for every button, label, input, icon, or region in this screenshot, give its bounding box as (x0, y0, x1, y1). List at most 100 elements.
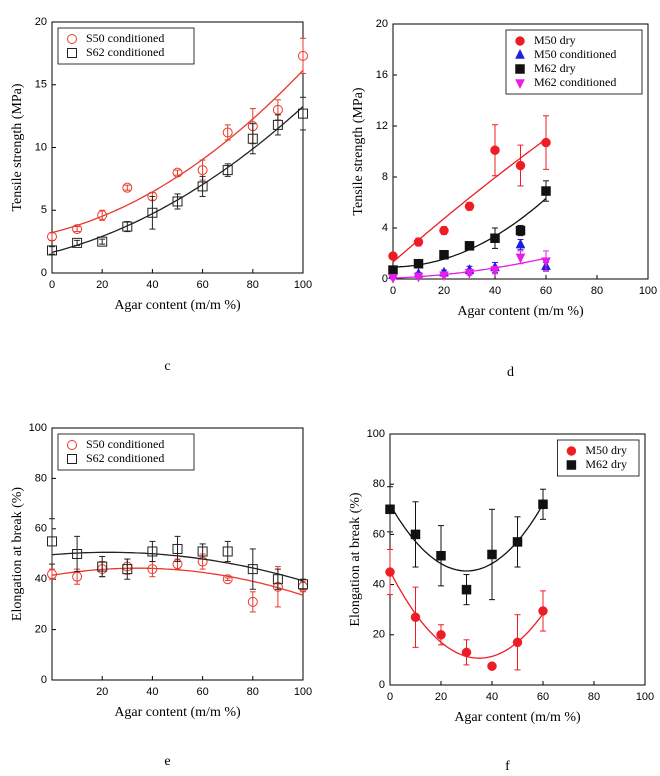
x-tick-label: 60 (540, 285, 552, 297)
error-bar (74, 239, 81, 246)
marker (566, 446, 577, 456)
marker (490, 145, 500, 155)
legend-label: M62 conditioned (534, 75, 616, 89)
marker (72, 571, 83, 582)
y-tick-label: 80 (35, 472, 47, 484)
legend-box (57, 27, 195, 65)
x-tick-label: 20 (435, 691, 447, 703)
marker (515, 160, 526, 171)
error-bar (274, 114, 281, 136)
error-bar (300, 578, 306, 590)
error-bar (99, 209, 106, 221)
legend-label: S50 conditioned (86, 437, 164, 451)
y-tick-label: 60 (35, 523, 47, 535)
marker (122, 564, 133, 575)
marker (197, 181, 208, 192)
marker (222, 546, 233, 557)
error-bar (199, 543, 206, 560)
marker (410, 612, 421, 622)
x-tick-label: 60 (196, 279, 208, 291)
marker (566, 460, 577, 470)
x-tick-label: 20 (96, 686, 108, 698)
y-tick-label: 8 (382, 171, 388, 183)
y-tick-label: 12 (376, 120, 388, 132)
marker (538, 499, 548, 510)
marker (47, 231, 57, 242)
panel-label: d (507, 365, 514, 380)
marker (72, 237, 83, 248)
fit-curve (51, 106, 304, 254)
legend-box (505, 29, 643, 95)
marker (247, 133, 258, 144)
x-axis-title: Agar content (m/m %) (114, 298, 241, 313)
marker (487, 661, 497, 671)
marker (147, 207, 158, 218)
marker (490, 233, 500, 243)
x-axis-title: Agar content (m/m %) (454, 710, 581, 725)
marker (388, 273, 398, 284)
legend-label: M62 dry (585, 457, 627, 471)
x-tick-label: 40 (146, 686, 158, 698)
marker (222, 574, 233, 585)
error-bar (249, 123, 256, 155)
marker (72, 224, 83, 235)
y-tick-label: 80 (373, 478, 385, 490)
x-tick-label: 60 (537, 691, 549, 703)
marker (197, 546, 208, 557)
error-bar (149, 540, 156, 563)
y-axis-title: Elongation at break (%) (348, 492, 363, 626)
marker (122, 182, 133, 193)
panel-label: e (164, 754, 170, 769)
y-axis-title: Tensile strength (MPa) (351, 87, 366, 215)
marker (72, 549, 83, 559)
x-tick-label: 100 (639, 285, 657, 297)
marker (97, 236, 108, 247)
x-tick-label: 60 (196, 686, 208, 698)
y-tick-label: 0 (382, 273, 388, 285)
error-bar (149, 195, 156, 230)
error-bar (74, 226, 81, 233)
marker (515, 64, 525, 74)
error-bar (99, 556, 106, 578)
marker (97, 210, 108, 221)
marker (490, 266, 500, 277)
marker (47, 536, 57, 547)
x-tick-label: 100 (294, 279, 312, 291)
marker (541, 137, 551, 148)
marker (147, 546, 158, 557)
panel-label: c (164, 359, 170, 374)
marker (461, 647, 472, 658)
y-tick-label: 20 (35, 624, 47, 636)
marker (385, 504, 395, 515)
marker (436, 550, 446, 561)
x-tick-label: 20 (96, 279, 108, 291)
panel-label: f (505, 759, 510, 774)
x-tick-label: 40 (486, 691, 498, 703)
x-tick-label: 100 (636, 691, 654, 703)
marker (515, 253, 526, 264)
error-bar (124, 558, 131, 580)
marker (413, 258, 424, 269)
error-bar (300, 96, 306, 131)
x-tick-label: 80 (588, 691, 600, 703)
y-tick-label: 0 (379, 679, 385, 691)
error-bar (199, 175, 206, 197)
marker (541, 257, 551, 268)
marker (67, 454, 77, 464)
error-bar (124, 221, 131, 233)
legend-label: S62 conditioned (86, 451, 164, 465)
error-bar (174, 535, 181, 563)
y-axis-title: Elongation at break (%) (10, 487, 25, 621)
x-tick-label: 40 (489, 285, 501, 297)
x-tick-label: 80 (591, 285, 603, 297)
marker (515, 79, 525, 90)
marker (512, 637, 523, 648)
legend-box (57, 433, 195, 471)
marker (439, 225, 449, 236)
marker (439, 271, 449, 282)
marker (47, 569, 57, 580)
error-bar (49, 518, 55, 565)
marker (222, 127, 233, 138)
marker (512, 537, 523, 547)
